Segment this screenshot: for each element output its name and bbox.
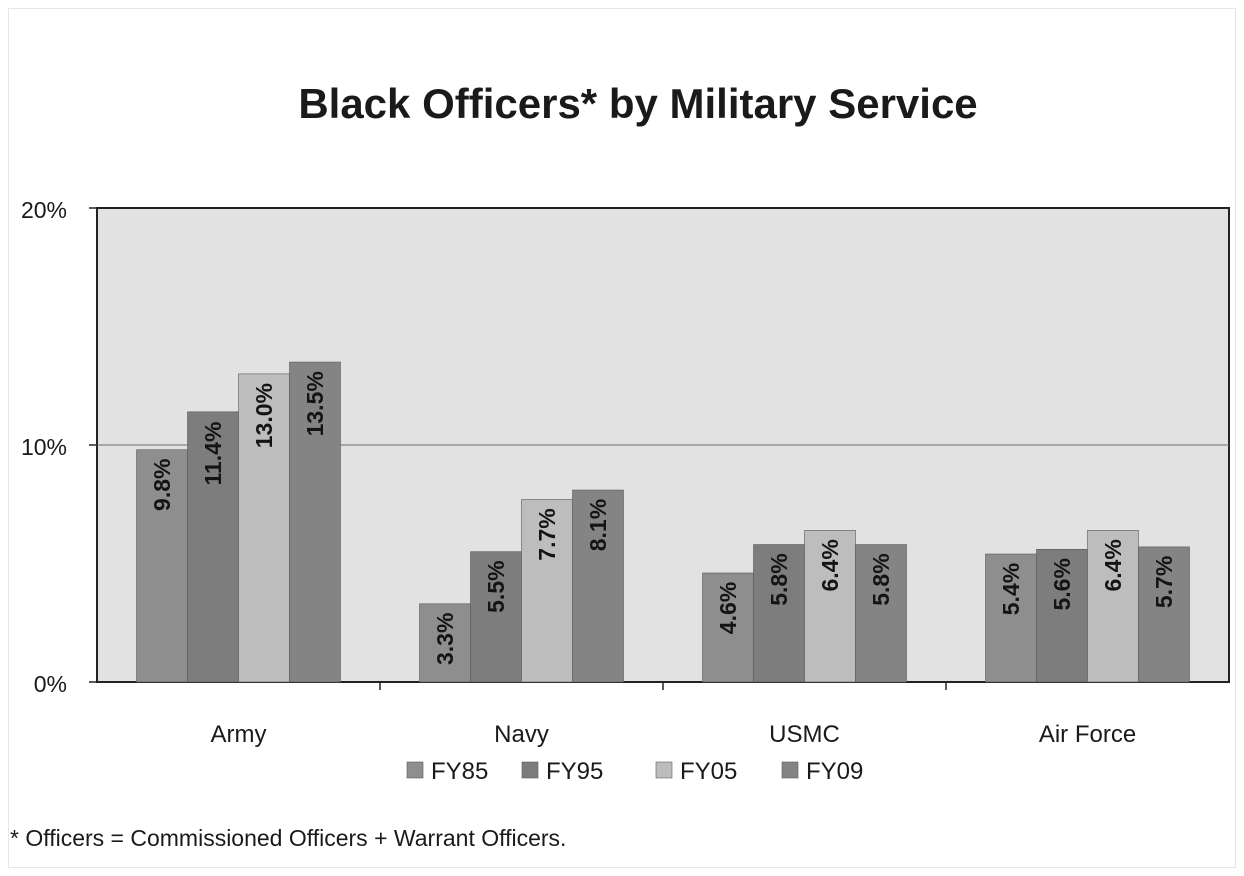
data-label: 9.8% [149,459,175,511]
x-tick-label: Navy [494,721,549,748]
y-tick-label: 20% [21,197,67,223]
y-tick-label: 10% [21,434,67,460]
bars: 9.8% 11.4% 13.0% 13.5% 3.3% 5.5% 7.7% 8.1% 4.6% 5… [136,361,1190,683]
chart-title: Black Officers* by Military Service [298,80,977,127]
x-tick-label: Air Force [1039,721,1136,748]
data-label: 7.7% [534,508,560,560]
legend-swatch-fy95 [521,761,539,779]
legend-label-fy09: FY09 [806,758,863,785]
bar-fy85-air-force [985,553,1037,683]
bar-fy09-army [289,361,341,683]
legend: FY85 FY95 FY05 FY09 [406,758,863,785]
data-label: 5.6% [1049,558,1075,610]
x-tick-label: USMC [769,721,840,748]
data-label: 6.4% [817,539,843,591]
bar-fy09-navy [572,489,624,683]
bar-fy85-usmc [702,572,754,683]
bar-fy85-navy [419,603,471,683]
bar-fy09-usmc [855,544,907,683]
bar-fy05-air-force [1087,530,1139,683]
data-label: 13.5% [302,371,328,436]
chart-frame [8,8,1236,868]
data-label: 5.7% [1151,556,1177,608]
data-label: 5.4% [998,563,1024,615]
data-label: 11.4% [200,422,226,486]
x-tick-label: Army [211,721,267,748]
y-tick-label: 0% [34,671,67,697]
data-label: 4.6% [715,582,741,634]
data-label: 5.8% [766,553,792,605]
data-label: 5.8% [868,553,894,605]
data-label: 3.3% [432,613,458,665]
bar-fy05-navy [521,499,573,683]
legend-label-fy85: FY85 [431,758,488,785]
bar-fy09-air-force [1138,546,1190,683]
data-label: 5.5% [483,560,509,612]
bar-fy95-usmc [753,544,805,683]
legend-swatch-fy09 [781,761,799,779]
legend-swatch-fy05 [655,761,673,779]
axis-ticks: 0% 10% 20% Army Navy USMC Air Force [21,197,1136,748]
data-label: 13.0% [251,383,277,448]
footnote: * Officers = Commissioned Officers + War… [10,825,566,851]
legend-label-fy05: FY05 [680,758,737,785]
data-label: 6.4% [1100,539,1126,591]
bar-fy05-army [238,373,290,683]
legend-label-fy95: FY95 [546,758,603,785]
data-label: 8.1% [585,499,611,551]
legend-swatch-fy85 [406,761,424,779]
bar-fy95-air-force [1036,548,1088,683]
